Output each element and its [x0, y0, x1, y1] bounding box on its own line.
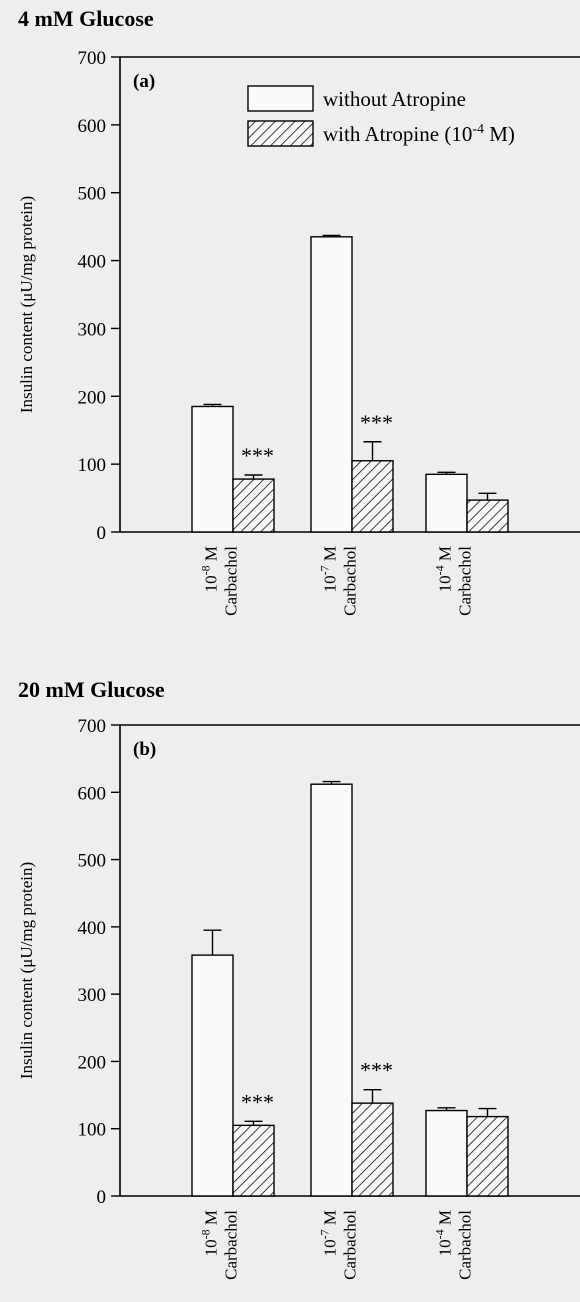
y-tick-label: 600 [78, 783, 107, 804]
y-tick-label: 500 [78, 184, 107, 205]
y-tick-label: 200 [78, 1052, 107, 1073]
bar-with-atropine-2 [351, 1102, 394, 1197]
bar-with-atropine-1 [232, 478, 275, 533]
bar-without-atropine-1 [191, 405, 234, 533]
category-label-2-line2: Carbachol [341, 1210, 360, 1280]
category-label-3: 10-4 M [433, 546, 455, 592]
category-label-1: 10-8 M [199, 1210, 221, 1256]
category-label-3-line2: Carbachol [456, 1210, 475, 1280]
chart-panel-1: 4 mM Glucose 0 100 200 300 400 500 600 700 Insuli… [17, 6, 580, 616]
y-tick-label: 0 [97, 1187, 107, 1208]
legend-entry-1: without Atropine [323, 87, 466, 111]
bar-with-atropine-3 [466, 499, 509, 533]
bar-without-atropine-3 [425, 473, 468, 533]
y-tick-label: 400 [78, 918, 107, 939]
bar-with-atropine-1 [232, 1124, 275, 1197]
category-label-1-line2: Carbachol [222, 546, 241, 616]
bar-without-atropine-1 [191, 954, 234, 1197]
y-tick-label: 500 [78, 851, 107, 872]
legend: without Atropine with Atropine (10-4 M) [247, 85, 515, 147]
bar-without-atropine-3 [425, 1109, 468, 1197]
bar-with-atropine-2 [351, 460, 394, 533]
y-tick-label: 300 [78, 985, 107, 1006]
legend-swatch-with-atropine [247, 120, 314, 147]
category-label-2: 10-7 M [318, 546, 340, 592]
legend-swatch-without-atropine [247, 85, 314, 112]
y-tick-label: 300 [78, 319, 107, 340]
legend-entry-2: with Atropine (10-4 M) [323, 122, 515, 146]
significance-marker: *** [360, 1058, 393, 1083]
chart-title: 4 mM Glucose [18, 6, 154, 31]
bar-without-atropine-2 [310, 236, 353, 533]
y-tick-label: 700 [78, 48, 107, 69]
bar-with-atropine-3 [466, 1115, 509, 1197]
significance-marker: *** [241, 1089, 274, 1114]
y-tick-label: 200 [78, 387, 107, 408]
y-tick-label: 700 [78, 716, 107, 737]
y-axis-label: Insulin content (μU/mg protein) [17, 862, 36, 1079]
category-label-1: 10-8 M [199, 546, 221, 592]
panel-label: (b) [133, 739, 156, 760]
chart-panel-2: 20 mM Glucose 0 100 200 300 400 500 600 700 Insul… [17, 677, 580, 1280]
bar-without-atropine-2 [310, 783, 353, 1197]
category-label-1-line2: Carbachol [222, 1210, 241, 1280]
category-label-2-line2: Carbachol [341, 546, 360, 616]
y-tick-label: 600 [78, 116, 107, 137]
y-axis-label: Insulin content (μU/mg protein) [17, 196, 36, 413]
y-tick-label: 100 [78, 1120, 107, 1141]
significance-marker: *** [241, 443, 274, 468]
y-tick-label: 400 [78, 252, 107, 273]
category-label-2: 10-7 M [318, 1210, 340, 1256]
y-tick-label: 100 [78, 455, 107, 476]
category-label-3: 10-4 M [433, 1210, 455, 1256]
chart-title: 20 mM Glucose [18, 677, 165, 702]
category-label-3-line2: Carbachol [456, 546, 475, 616]
panel-label: (a) [133, 71, 155, 92]
y-tick-label: 0 [97, 523, 107, 544]
significance-marker: *** [360, 410, 393, 435]
